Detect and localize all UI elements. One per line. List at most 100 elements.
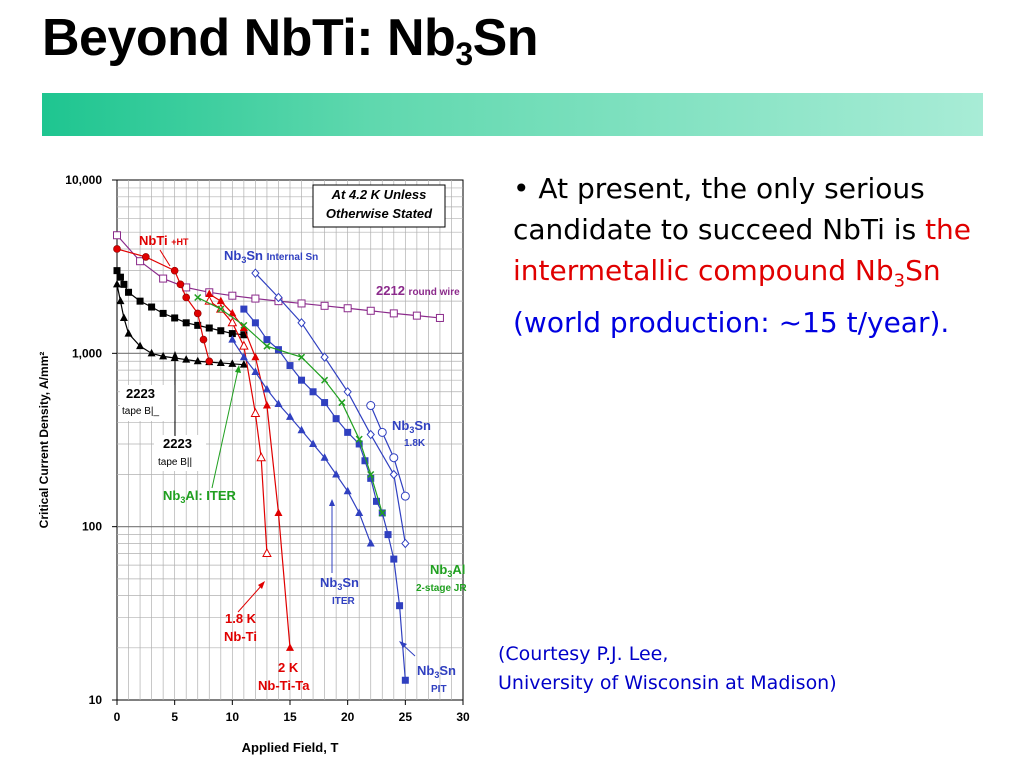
data-point <box>320 352 329 362</box>
svg-text:1.8K: 1.8K <box>404 438 426 449</box>
data-point <box>286 643 294 651</box>
data-point <box>251 352 260 361</box>
data-point <box>116 296 125 305</box>
label-bi2223-par: 2223 tape B|| <box>154 351 206 471</box>
bullet-text-1: At present, the only serious candidate t… <box>513 172 925 246</box>
data-point <box>321 399 329 407</box>
svg-text:Nb3Al: ITER: Nb3Al: ITER <box>163 488 237 505</box>
svg-text:tape B||: tape B|| <box>158 457 192 468</box>
svg-text:tape B|_: tape B|_ <box>122 406 160 417</box>
data-point <box>251 367 260 376</box>
series-line-nb3sn_18k <box>370 405 406 497</box>
data-point <box>343 486 352 495</box>
data-point <box>297 318 306 328</box>
data-point <box>193 356 202 365</box>
data-point <box>217 327 225 335</box>
data-point <box>344 428 352 436</box>
series-bi2212 <box>113 231 444 322</box>
x-tick-label: 10 <box>226 710 240 724</box>
data-point <box>176 280 185 289</box>
data-point <box>367 474 375 482</box>
data-point <box>228 335 237 343</box>
data-point <box>401 538 410 549</box>
data-point <box>148 303 156 311</box>
svg-text:Nb3Sn: Nb3Sn <box>392 418 431 435</box>
data-point <box>113 245 121 253</box>
data-point <box>170 266 179 275</box>
label-nb3sn-iter: Nb3Sn ITER <box>320 499 359 607</box>
x-tick-label: 5 <box>171 710 178 724</box>
data-point <box>355 435 363 443</box>
bullet-red-1: the intermetallic compound <box>513 213 972 287</box>
bullet-marker: • <box>513 172 530 205</box>
data-point <box>274 292 283 303</box>
label-nbti-18k: 1.8 K Nb-Ti <box>224 581 265 644</box>
label-nb3al-2stage: Nb3Al 2-stage JR <box>416 562 467 594</box>
svg-text:Nb-Ti-Ta: Nb-Ti-Ta <box>258 678 310 693</box>
data-point <box>286 362 294 370</box>
data-point <box>239 352 248 361</box>
data-point <box>113 267 121 275</box>
data-point <box>366 401 376 411</box>
data-point <box>182 283 191 292</box>
title-accent-bar <box>42 93 983 136</box>
data-point <box>199 335 208 344</box>
data-point <box>390 555 398 563</box>
data-point <box>159 309 167 317</box>
x-tick-label: 15 <box>283 710 297 724</box>
data-point <box>193 309 202 318</box>
data-point <box>263 336 271 344</box>
y-tick-label: 10 <box>89 693 103 707</box>
x-tick-label: 0 <box>114 710 121 724</box>
y-tick-label: 1,000 <box>72 346 102 360</box>
data-point <box>262 384 271 393</box>
data-point <box>309 439 318 447</box>
data-point <box>113 279 121 288</box>
data-point <box>297 299 306 308</box>
label-nb3sn-internal: Nb3Sn Internal Sn <box>224 248 318 265</box>
y-tick-label: 10,000 <box>65 173 102 187</box>
svg-text:2223: 2223 <box>163 436 192 451</box>
data-point <box>320 301 329 310</box>
data-point <box>194 321 202 329</box>
data-point <box>159 351 168 360</box>
data-point <box>217 305 225 313</box>
y-axis-label: Critical Current Density, A/mm² <box>37 352 51 529</box>
data-point <box>274 399 283 408</box>
data-point <box>361 457 369 465</box>
data-point <box>142 253 150 261</box>
data-point <box>298 376 306 384</box>
slide-title: Beyond NbTi: Nb3Sn <box>42 9 539 72</box>
x-tick-label: 25 <box>399 710 413 724</box>
series-line-nbti_ht <box>116 248 210 362</box>
data-point <box>343 387 352 397</box>
data-point <box>171 314 179 322</box>
data-point <box>228 308 237 317</box>
data-point <box>298 353 306 361</box>
data-point <box>182 355 191 363</box>
data-point <box>125 288 133 296</box>
data-point <box>400 491 410 501</box>
data-point <box>297 425 306 434</box>
data-point <box>366 306 375 315</box>
label-nbti-ht: NbTi +HT <box>139 233 189 267</box>
data-point <box>435 313 444 322</box>
jc-chart: 0 5 10 15 20 25 30 10 100 1,000 10,000 At 4.2 K Un… <box>37 173 470 755</box>
svg-text:ITER: ITER <box>332 596 356 607</box>
series-layer <box>113 231 444 684</box>
data-point <box>338 399 346 407</box>
data-point <box>228 359 237 367</box>
data-point <box>412 311 421 320</box>
series-line-nb3al_2stage <box>197 296 383 514</box>
data-point <box>366 538 375 547</box>
svg-text:Nb-Ti: Nb-Ti <box>224 629 257 644</box>
data-point <box>355 440 363 448</box>
data-point <box>251 268 260 278</box>
data-point <box>321 376 329 384</box>
data-point <box>366 429 375 440</box>
svg-text:1.8 K: 1.8 K <box>225 611 257 626</box>
svg-text:2-stage JR: 2-stage JR <box>416 583 467 594</box>
data-point <box>182 293 190 302</box>
data-point <box>389 309 398 318</box>
data-point <box>396 602 404 610</box>
